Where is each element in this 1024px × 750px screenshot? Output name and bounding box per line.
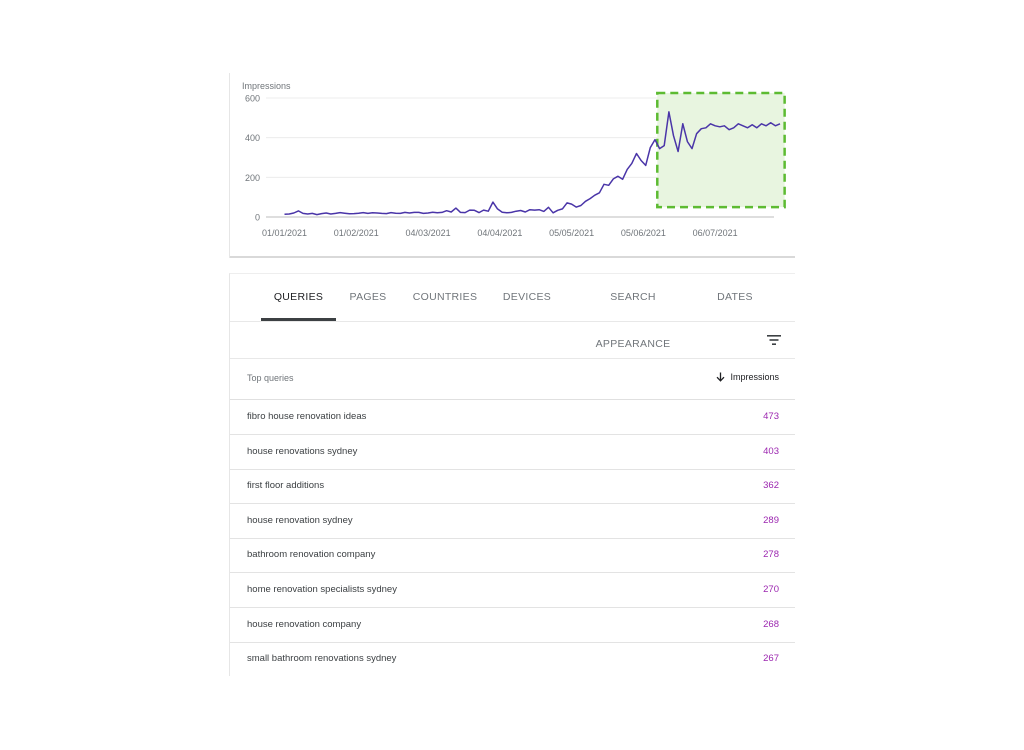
table-row[interactable]: bathroom renovation company 278: [230, 538, 795, 573]
tab-dates[interactable]: DATES: [717, 291, 753, 303]
y-tick-label: 600: [245, 94, 260, 104]
tab-queries[interactable]: QUERIES: [273, 291, 324, 303]
impressions-header-label: Impressions: [730, 372, 779, 382]
row-impressions: 362: [763, 480, 779, 491]
row-query: bathroom renovation company: [247, 549, 376, 560]
highlight-box: [656, 91, 786, 209]
x-tick-label: 01/01/2021: [262, 228, 307, 238]
tab-search-appearance[interactable]: SEARCH APPEARANCE: [595, 291, 671, 350]
chart-card-divider: [230, 256, 795, 258]
y-tick-label: 400: [245, 133, 260, 143]
row-query: fibro house renovation ideas: [247, 411, 367, 422]
arrow-down-icon: [717, 372, 725, 382]
row-query: home renovation specialists sydney: [247, 584, 397, 595]
impressions-chart-card: 0 200 400 600 Impressions 01/01/2021 01/02/202…: [229, 73, 795, 258]
x-tick-label: 04/03/2021: [406, 228, 451, 238]
active-tab-indicator: [261, 318, 336, 321]
filter-icon: [767, 335, 781, 345]
card-gap: [229, 258, 794, 273]
table-row[interactable]: first floor additions 362: [230, 469, 795, 504]
row-impressions: 278: [763, 549, 779, 560]
report-tabs: QUERIES PAGES COUNTRIES DEVICES SEARCH A…: [230, 274, 795, 350]
tab-pages[interactable]: PAGES: [349, 291, 387, 303]
table-row[interactable]: fibro house renovation ideas 473: [230, 400, 795, 435]
row-query: first floor additions: [247, 480, 325, 491]
performance-panel: 0 200 400 600 Impressions 01/01/2021 01/02/202…: [229, 73, 795, 676]
tab-devices[interactable]: DEVICES: [502, 291, 552, 303]
report-table-card: QUERIES PAGES COUNTRIES DEVICES SEARCH A…: [229, 273, 795, 676]
y-tick-label: 200: [245, 173, 260, 183]
column-header-impressions[interactable]: Impressions: [716, 372, 779, 382]
column-header-queries: Top queries: [247, 373, 294, 383]
filter-button[interactable]: [765, 331, 783, 349]
tab-countries[interactable]: COUNTRIES: [412, 291, 478, 303]
table-row[interactable]: house renovation sydney 289: [230, 504, 795, 539]
impressions-series-line: [284, 111, 781, 216]
x-tick-label: 04/04/2021: [477, 228, 522, 238]
row-impressions: 403: [763, 446, 779, 457]
row-query: house renovation sydney: [247, 515, 353, 526]
filter-bar: [230, 322, 795, 359]
table-row[interactable]: home renovation specialists sydney 270: [230, 573, 795, 608]
row-impressions: 267: [763, 653, 779, 664]
row-impressions: 473: [763, 411, 779, 422]
x-tick-label: 05/06/2021: [621, 228, 666, 238]
x-tick-label: 05/05/2021: [549, 228, 594, 238]
y-tick-label: 0: [255, 213, 260, 223]
x-tick-label: 01/02/2021: [334, 228, 379, 238]
impressions-chart: 0 200 400 600 Impressions 01/01/2021 01/02/202…: [242, 81, 786, 238]
row-query: small bathroom renovations sydney: [247, 653, 397, 664]
row-impressions: 270: [763, 584, 779, 595]
table-header: Top queries Impressions: [230, 359, 795, 400]
table-row[interactable]: house renovations sydney 403: [230, 435, 795, 470]
row-impressions: 289: [763, 515, 779, 526]
row-query: house renovation company: [247, 619, 362, 630]
row-impressions: 268: [763, 619, 779, 630]
table-row[interactable]: house renovation company 268: [230, 608, 795, 643]
table-row[interactable]: small bathroom renovations sydney 267: [230, 642, 795, 676]
y-axis-title: Impressions: [242, 81, 291, 91]
x-tick-label: 06/07/2021: [693, 228, 738, 238]
row-query: house renovations sydney: [247, 446, 358, 457]
